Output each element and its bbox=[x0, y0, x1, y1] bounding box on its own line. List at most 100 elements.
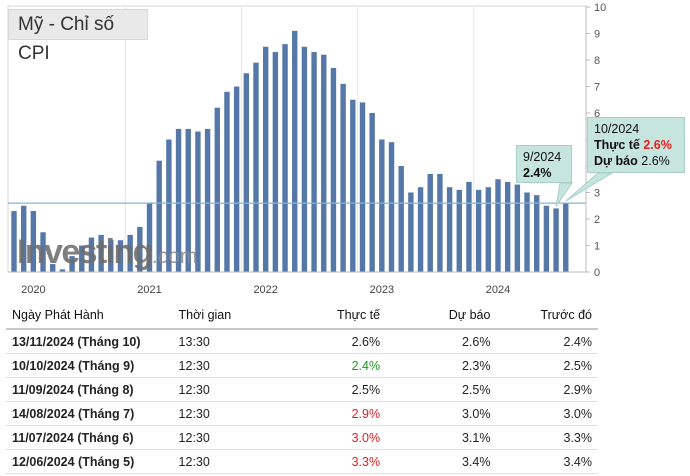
y-tick-label: 7 bbox=[594, 82, 600, 94]
bar bbox=[437, 173, 443, 272]
cell-previous: 2.9% bbox=[496, 377, 598, 402]
cell-actual: 2.5% bbox=[288, 377, 387, 402]
cpi-history-table: Ngày Phát Hành Thời gian Thực tế Dự báo … bbox=[6, 302, 598, 474]
bar bbox=[79, 245, 85, 272]
bar bbox=[59, 269, 66, 272]
bar bbox=[495, 179, 501, 272]
cell-release-date: 14/08/2024 (Tháng 7) bbox=[6, 401, 173, 426]
watermark-suffix: .com bbox=[151, 245, 198, 268]
bar bbox=[282, 44, 288, 272]
bar bbox=[485, 187, 492, 272]
bar bbox=[185, 128, 191, 272]
table-body: 13/11/2024 (Tháng 10) 13:30 2.6% 2.6% 2.4% 10… bbox=[6, 329, 598, 474]
bar bbox=[398, 166, 404, 272]
cell-time: 12:30 bbox=[172, 401, 289, 426]
cell-time: 12:30 bbox=[172, 449, 289, 474]
bar bbox=[292, 30, 298, 272]
y-tick-label: 10 bbox=[594, 2, 606, 14]
cell-forecast: 3.0% bbox=[386, 401, 497, 426]
bar bbox=[137, 226, 143, 272]
x-tick-label: 2022 bbox=[253, 284, 277, 296]
y-tick-label: 9 bbox=[594, 29, 600, 41]
x-tick-label: 2021 bbox=[137, 284, 161, 296]
callout-oct-actual-label: Thực tế bbox=[594, 138, 640, 152]
watermark-brand: Investing bbox=[17, 233, 153, 271]
bar bbox=[563, 203, 569, 272]
cell-forecast: 3.1% bbox=[386, 425, 497, 450]
bar bbox=[359, 102, 366, 273]
bar bbox=[40, 232, 46, 272]
callout-oct-actual: 2.6% bbox=[643, 138, 672, 152]
callout-sep-pointer bbox=[555, 182, 573, 207]
callout-oct-2024: 10/2024 Thực tế 2.6% Dự báo 2.6% bbox=[587, 117, 685, 173]
table-row: 10/10/2024 (Tháng 9) 12:30 2.4% 2.3% 2.5% bbox=[6, 353, 598, 378]
bar bbox=[417, 187, 424, 272]
y-tick-label: 2 bbox=[594, 214, 600, 226]
callout-pointers bbox=[555, 172, 614, 207]
header-time: Thời gian bbox=[172, 302, 289, 330]
bar bbox=[330, 67, 337, 272]
investing-watermark: Investing.com bbox=[17, 232, 197, 272]
bar bbox=[166, 139, 172, 272]
cell-release-date: 10/10/2024 (Tháng 9) bbox=[6, 353, 173, 378]
bar bbox=[117, 240, 124, 272]
cell-forecast: 3.4% bbox=[386, 449, 497, 474]
cell-actual: 3.3% bbox=[288, 449, 387, 474]
callout-sep-2024: 9/2024 2.4% bbox=[516, 145, 572, 183]
bar bbox=[321, 54, 327, 273]
cell-time: 12:30 bbox=[172, 425, 289, 450]
cell-actual: 3.0% bbox=[288, 425, 387, 450]
bar bbox=[524, 192, 530, 272]
cell-previous: 2.4% bbox=[496, 329, 598, 354]
callout-sep-value: 2.4% bbox=[523, 166, 552, 180]
header-release-date: Ngày Phát Hành bbox=[6, 302, 173, 330]
bar bbox=[340, 83, 346, 272]
bar bbox=[350, 99, 356, 272]
cell-time: 12:30 bbox=[172, 353, 289, 378]
table-row: 14/08/2024 (Tháng 7) 12:30 2.9% 3.0% 3.0% bbox=[6, 401, 598, 426]
cell-release-date: 12/06/2024 (Tháng 5) bbox=[6, 449, 173, 474]
y-tick-label: 6 bbox=[594, 108, 600, 120]
cell-previous: 2.5% bbox=[496, 353, 598, 378]
header-previous: Trước đó bbox=[496, 302, 598, 330]
cell-forecast: 2.5% bbox=[386, 377, 497, 402]
bar bbox=[156, 160, 162, 272]
bar bbox=[11, 211, 17, 272]
bar bbox=[262, 46, 269, 272]
table-row: 11/07/2024 (Tháng 6) 12:30 3.0% 3.1% 3.3% bbox=[6, 425, 598, 450]
y-tick-label: 1 bbox=[594, 241, 600, 253]
bar bbox=[369, 113, 375, 272]
bar bbox=[379, 139, 385, 272]
bar bbox=[146, 203, 153, 272]
bar bbox=[514, 184, 521, 272]
y-tick-label: 0 bbox=[594, 267, 600, 279]
bar bbox=[20, 205, 27, 272]
bar bbox=[88, 237, 95, 272]
cell-actual: 2.6% bbox=[288, 329, 387, 354]
callout-oct-pointer bbox=[565, 172, 614, 202]
bar bbox=[175, 128, 182, 272]
cell-actual: 2.4% bbox=[288, 353, 387, 378]
bar bbox=[127, 234, 133, 272]
cell-time: 12:30 bbox=[172, 377, 289, 402]
bar bbox=[456, 189, 462, 272]
cell-release-date: 11/07/2024 (Tháng 6) bbox=[6, 425, 173, 450]
bar bbox=[534, 195, 540, 272]
bar bbox=[195, 131, 201, 272]
bar bbox=[214, 107, 220, 272]
bar bbox=[50, 264, 56, 272]
x-axis: 2020 2021 2022 2023 2024 bbox=[8, 271, 586, 296]
cell-forecast: 2.6% bbox=[386, 329, 497, 354]
cell-previous: 3.3% bbox=[496, 425, 598, 450]
bar bbox=[272, 52, 279, 272]
cell-actual: 2.9% bbox=[288, 401, 387, 426]
callout-oct-label: 10/2024 bbox=[594, 122, 640, 136]
x-tick-label: 2020 bbox=[21, 284, 45, 296]
header-actual: Thực tế bbox=[288, 302, 387, 330]
bar bbox=[475, 189, 482, 272]
table-row: 11/09/2024 (Tháng 8) 12:30 2.5% 2.5% 2.9% bbox=[6, 377, 598, 402]
callout-sep-label: 9/2024 bbox=[523, 150, 562, 164]
bar bbox=[98, 234, 104, 272]
y-tick-label: 3 bbox=[594, 188, 600, 200]
bar bbox=[427, 173, 433, 272]
